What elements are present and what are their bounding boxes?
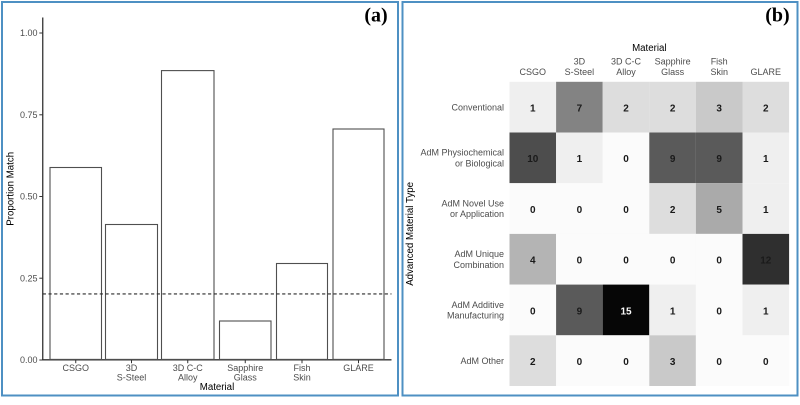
- svg-text:0: 0: [623, 256, 629, 267]
- svg-text:Sapphire: Sapphire: [227, 363, 263, 373]
- svg-text:Skin: Skin: [293, 373, 311, 383]
- svg-text:3D C-C: 3D C-C: [611, 57, 642, 67]
- svg-text:3D: 3D: [126, 363, 138, 373]
- svg-text:9: 9: [716, 154, 722, 165]
- svg-text:1: 1: [577, 154, 583, 165]
- svg-text:1: 1: [763, 205, 769, 216]
- svg-text:Glass: Glass: [661, 67, 685, 77]
- svg-text:(a): (a): [364, 4, 387, 26]
- svg-text:1: 1: [530, 103, 536, 114]
- svg-text:Glass: Glass: [234, 373, 258, 383]
- svg-text:3D C-C: 3D C-C: [173, 363, 204, 373]
- svg-text:0: 0: [763, 357, 769, 368]
- svg-text:0: 0: [577, 357, 583, 368]
- svg-text:0: 0: [530, 306, 536, 317]
- svg-text:5: 5: [716, 205, 722, 216]
- svg-text:1: 1: [763, 306, 769, 317]
- svg-text:Manufacturing: Manufacturing: [447, 310, 504, 320]
- svg-text:CSGO: CSGO: [520, 67, 547, 77]
- svg-text:12: 12: [760, 256, 772, 267]
- svg-text:0.50: 0.50: [20, 192, 38, 202]
- svg-text:1: 1: [670, 306, 676, 317]
- svg-text:0.25: 0.25: [20, 273, 38, 283]
- svg-text:0.00: 0.00: [20, 355, 38, 365]
- svg-text:0: 0: [530, 205, 536, 216]
- svg-text:Fish: Fish: [711, 57, 728, 67]
- svg-text:9: 9: [670, 154, 676, 165]
- svg-text:3: 3: [670, 357, 676, 368]
- svg-text:2: 2: [670, 103, 676, 114]
- svg-text:0: 0: [577, 256, 583, 267]
- svg-text:CSGO: CSGO: [62, 363, 89, 373]
- svg-text:S-Steel: S-Steel: [565, 67, 595, 77]
- svg-text:2: 2: [670, 205, 676, 216]
- svg-text:0: 0: [623, 205, 629, 216]
- svg-text:0: 0: [623, 357, 629, 368]
- svg-text:7: 7: [577, 103, 583, 114]
- svg-text:Alloy: Alloy: [616, 67, 636, 77]
- svg-text:9: 9: [577, 306, 583, 317]
- svg-text:AdM Additive: AdM Additive: [451, 300, 504, 310]
- svg-text:0: 0: [716, 256, 722, 267]
- svg-text:1: 1: [763, 154, 769, 165]
- svg-text:AdM Novel Use: AdM Novel Use: [441, 198, 504, 208]
- svg-text:0: 0: [716, 306, 722, 317]
- svg-text:AdM Other: AdM Other: [460, 356, 504, 366]
- svg-text:Fish: Fish: [293, 363, 310, 373]
- svg-text:3: 3: [716, 103, 722, 114]
- svg-text:2: 2: [763, 103, 769, 114]
- svg-text:Combination: Combination: [453, 260, 504, 270]
- svg-text:(b): (b): [765, 4, 789, 26]
- svg-text:2: 2: [623, 103, 629, 114]
- svg-text:0: 0: [577, 205, 583, 216]
- svg-text:AdM Unique: AdM Unique: [454, 249, 504, 259]
- svg-text:GLARE: GLARE: [343, 363, 374, 373]
- svg-text:10: 10: [527, 154, 539, 165]
- svg-text:0: 0: [623, 154, 629, 165]
- svg-text:AdM Physiochemical: AdM Physiochemical: [420, 148, 504, 158]
- svg-text:Advanced Material Type: Advanced Material Type: [405, 182, 416, 286]
- svg-text:0: 0: [670, 256, 676, 267]
- svg-text:Conventional: Conventional: [451, 102, 504, 112]
- svg-text:Skin: Skin: [710, 67, 728, 77]
- svg-text:Material: Material: [632, 43, 666, 54]
- svg-text:or Biological: or Biological: [455, 158, 504, 168]
- svg-text:S-Steel: S-Steel: [117, 373, 147, 383]
- svg-text:Alloy: Alloy: [178, 373, 198, 383]
- svg-text:0.75: 0.75: [20, 110, 38, 120]
- svg-text:GLARE: GLARE: [751, 67, 782, 77]
- svg-text:4: 4: [530, 256, 536, 267]
- svg-text:15: 15: [620, 306, 632, 317]
- svg-text:2: 2: [530, 357, 536, 368]
- svg-text:or Application: or Application: [450, 209, 504, 219]
- svg-text:Sapphire: Sapphire: [655, 57, 691, 67]
- svg-text:Proportion Match: Proportion Match: [6, 152, 17, 226]
- svg-text:0: 0: [716, 357, 722, 368]
- svg-text:3D: 3D: [574, 57, 586, 67]
- svg-text:Material: Material: [200, 382, 234, 393]
- svg-text:1.00: 1.00: [20, 28, 38, 38]
